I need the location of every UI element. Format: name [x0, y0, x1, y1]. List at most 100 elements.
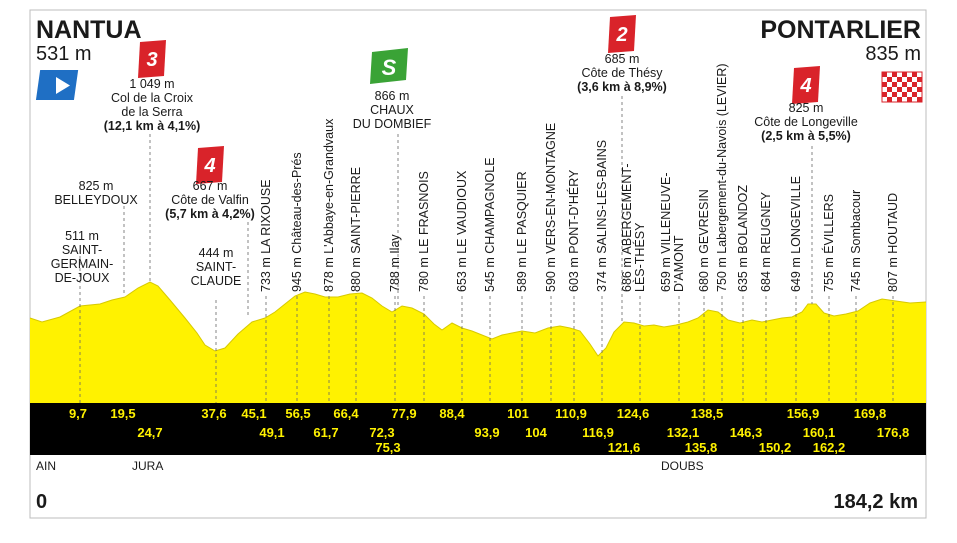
region-label: JURA [132, 459, 163, 473]
frame-border [29, 9, 927, 519]
km-marker: 101 [507, 406, 529, 421]
place-label-text: 750 m Labergement-du-Navois (LEVIER) [715, 63, 729, 292]
svg-text:4: 4 [799, 75, 811, 97]
svg-text:S: S [382, 55, 397, 80]
place-label-vertical: 686 m ABERGEMENT- LÈS-THÉSY [620, 163, 647, 292]
place-label-text: 686 m ABERGEMENT- [620, 163, 634, 292]
km-marker: 37,6 [201, 406, 226, 421]
place-label-text: 635 m BOLANDOZ [736, 185, 750, 292]
place-label-text: 590 m VERS-EN-MONTAGNE [544, 123, 558, 292]
sprint-text: 866 m [375, 89, 410, 103]
place-label-text: 374 m SALINS-LES-BAINS [595, 140, 609, 292]
km-marker: 45,1 [241, 406, 266, 421]
km-marker: 66,4 [333, 406, 359, 421]
place-label-text: 780 m LE FRASNOIS [417, 171, 431, 292]
elevation-profile-outline [29, 281, 927, 357]
place-label-vertical: 374 m SALINS-LES-BAINS [595, 140, 609, 292]
place-label-text: 653 m LE VAUDIOUX [455, 170, 469, 292]
climb-label: de la Serra [121, 105, 182, 119]
km-marker: 75,3 [375, 440, 400, 455]
climb-label: Col de la Croix [111, 91, 194, 105]
start-altitude: 531 m [36, 43, 92, 65]
km-marker: 169,8 [854, 406, 887, 421]
climb-label: Côte de Valfin [171, 193, 249, 207]
place-label-vertical: 649 m LONGEVILLE [789, 176, 803, 292]
km-marker: 124,6 [617, 406, 650, 421]
place-label-vertical: 945 m Château-des-Prés [290, 152, 304, 292]
place-label-text: 589 m LE PASQUIER [515, 171, 529, 292]
place-label: BELLEYDOUX [54, 193, 138, 207]
km-marker: 156,9 [787, 406, 820, 421]
climb-category-badge: 2 [608, 15, 636, 53]
climb-label: 1 049 m [129, 77, 174, 91]
sprint-badge: S [370, 48, 408, 84]
km-marker: 72,3 [369, 425, 394, 440]
place-label-vertical: 653 m LE VAUDIOUX [455, 170, 469, 292]
place-label-vertical: 788 m Ilay [388, 234, 402, 292]
climb-label: Côte de Thésy [581, 66, 663, 80]
place-label-vertical: 780 m LE FRASNOIS [417, 171, 431, 292]
place-label-text: 745 m Sombacour [849, 190, 863, 292]
climb-category-badge: 4 [196, 146, 224, 184]
start-name: NANTUA [36, 16, 142, 44]
km-marker: 77,9 [391, 406, 416, 421]
distance-total: 184,2 km [833, 491, 918, 513]
place-label-text: 649 m LONGEVILLE [789, 176, 803, 292]
place-label-text: 733 m LA RIXOUSE [259, 179, 273, 292]
climb-category-badge: 4 [792, 66, 820, 104]
place-label-vertical: 603 m PONT-D'HÉRY [566, 169, 581, 292]
place-label-text: 684 m REUGNEY [759, 191, 773, 292]
place-label-vertical: 589 m LE PASQUIER [515, 171, 529, 292]
place-label: SAINT- [196, 260, 236, 274]
place-label-vertical: 659 m VILLENEUVE- D'AMONT [659, 173, 686, 293]
climb-label: 685 m [605, 52, 640, 66]
place-label-vertical: 878 m L'Abbaye-en-Grandvaux [322, 118, 336, 292]
km-marker: 110,9 [555, 406, 587, 421]
place-label-vertical: 545 m CHAMPAGNOLE [483, 157, 497, 292]
climb-detail: (5,7 km à 4,2%) [165, 207, 255, 221]
km-marker: 19,5 [110, 406, 135, 421]
place-label-text: 680 m GEVRESIN [697, 189, 711, 292]
place-label-vertical: 750 m Labergement-du-Navois (LEVIER) [715, 63, 729, 292]
finish-altitude: 835 m [865, 43, 921, 65]
svg-text:2: 2 [615, 24, 627, 46]
km-marker: 132,1 [667, 425, 700, 440]
climb-detail: (3,6 km à 8,9%) [577, 80, 667, 94]
place-label-text: 945 m Château-des-Prés [290, 152, 304, 292]
km-marker: 88,4 [439, 406, 465, 421]
km-marker: 116,9 [582, 425, 614, 440]
regions: AIN JURA DOUBS [36, 459, 704, 473]
km-marker: 56,5 [285, 406, 310, 421]
svg-text:3: 3 [146, 49, 157, 71]
distance-start: 0 [36, 491, 47, 513]
place-label-text: 878 m L'Abbaye-en-Grandvaux [322, 118, 336, 292]
place-label-text: 880 m SAINT-PIERRE [349, 167, 363, 292]
km-marker: 162,2 [813, 440, 846, 455]
place-label-vertical: 635 m BOLANDOZ [736, 185, 750, 292]
km-marker: 104 [525, 425, 547, 440]
place-label: DE-JOUX [55, 271, 111, 285]
place-label-vertical: 680 m GEVRESIN [697, 189, 711, 292]
place-label: 825 m [79, 179, 114, 193]
sprint-text: CHAUX [370, 103, 414, 117]
km-marker: 49,1 [259, 425, 284, 440]
place-label: SAINT- [62, 243, 102, 257]
place-label-vertical: 590 m VERS-EN-MONTAGNE [544, 123, 558, 292]
place-label: CLAUDE [191, 274, 242, 288]
climb-label: 825 m [789, 101, 824, 115]
finish-name: PONTARLIER [760, 16, 921, 44]
place-label-text: D'AMONT [672, 235, 686, 292]
km-marker: 160,1 [803, 425, 836, 440]
place-label-vertical: 807 m HOUTAUD [886, 193, 900, 292]
svg-text:4: 4 [203, 155, 215, 177]
place-label-text: 659 m VILLENEUVE- [659, 173, 673, 293]
place-label-text: 788 m Ilay [388, 234, 402, 292]
km-marker: 61,7 [313, 425, 338, 440]
climb-detail: (2,5 km à 5,5%) [761, 129, 851, 143]
